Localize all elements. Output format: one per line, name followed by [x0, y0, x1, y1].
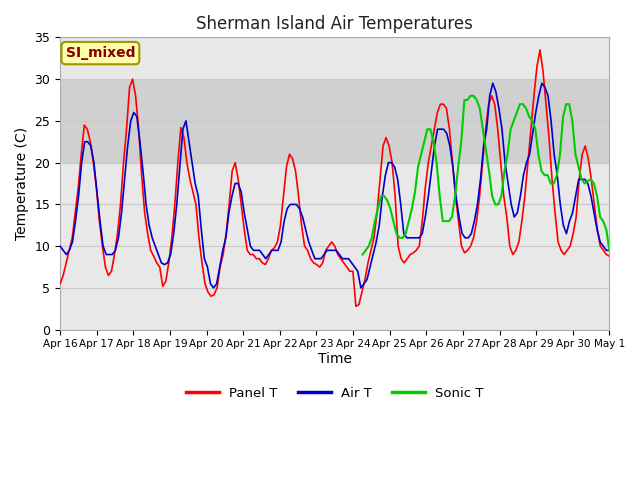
Panel T: [292, 168, 300, 174]
Panel T: [141, 210, 148, 216]
X-axis label: Time: Time: [318, 352, 352, 366]
Air T: [593, 227, 601, 232]
Sonic T: [516, 101, 524, 107]
Y-axis label: Temperature (C): Temperature (C): [15, 127, 29, 240]
Air T: [489, 80, 497, 86]
Sonic T: [467, 93, 474, 99]
Air T: [268, 248, 276, 253]
Panel T: [536, 47, 544, 53]
Sonic T: [497, 193, 505, 199]
Line: Panel T: Panel T: [60, 50, 609, 306]
Panel T: [352, 303, 360, 309]
Panel T: [60, 273, 67, 278]
Text: SI_mixed: SI_mixed: [66, 46, 135, 60]
Air T: [605, 248, 613, 253]
Sonic T: [575, 164, 582, 170]
Panel T: [228, 168, 236, 174]
Legend: Panel T, Air T, Sonic T: Panel T, Air T, Sonic T: [180, 382, 489, 405]
Line: Sonic T: Sonic T: [362, 96, 609, 254]
Panel T: [129, 76, 136, 82]
Sonic T: [563, 101, 570, 107]
Air T: [550, 151, 558, 157]
Sonic T: [358, 252, 366, 257]
Sonic T: [605, 248, 613, 253]
Panel T: [56, 281, 64, 287]
Air T: [170, 231, 177, 237]
Sonic T: [584, 178, 591, 184]
Sonic T: [544, 172, 552, 178]
Bar: [60, 79, 609, 163]
Air T: [210, 285, 218, 291]
Panel T: [334, 252, 342, 257]
Line: Air T: Air T: [60, 83, 609, 288]
Panel T: [605, 253, 613, 259]
Air T: [56, 243, 64, 249]
Title: Sherman Island Air Temperatures: Sherman Island Air Temperatures: [196, 15, 473, 33]
Air T: [65, 248, 73, 253]
Air T: [121, 177, 129, 182]
